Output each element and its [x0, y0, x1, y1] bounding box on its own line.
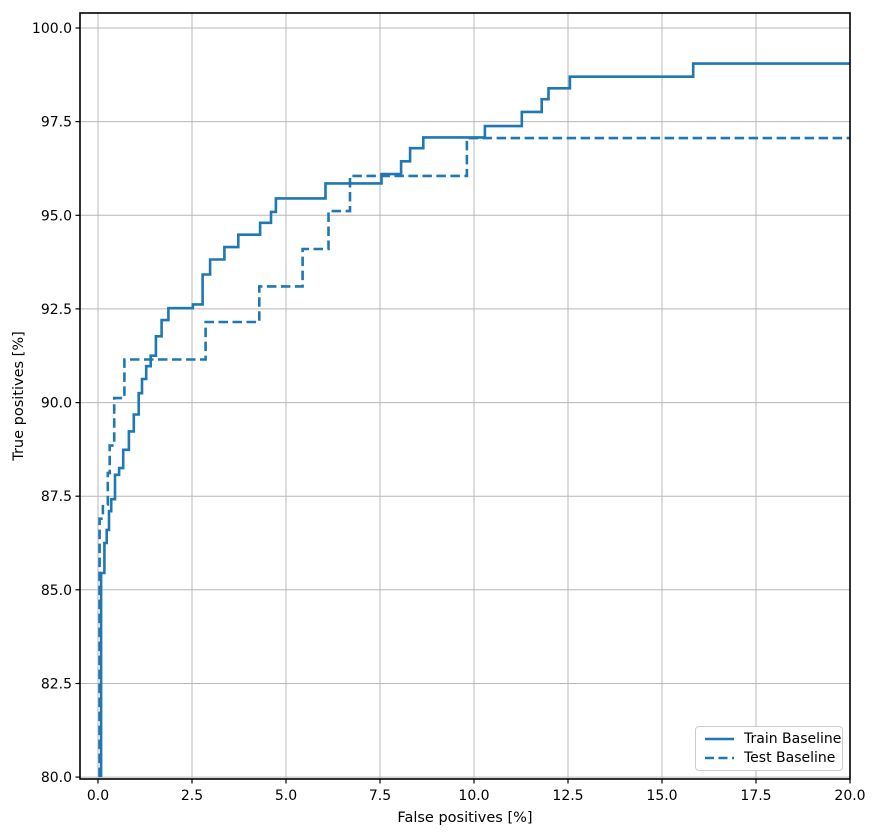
y-tick-label: 92.5: [41, 302, 72, 318]
legend: Train Baseline Test Baseline: [695, 726, 843, 771]
y-tick-label: 100.0: [32, 21, 72, 37]
test-baseline-curve: [98, 136, 850, 778]
x-tick-label: 17.5: [740, 788, 771, 804]
y-tick-label: 97.5: [41, 115, 72, 131]
legend-item-test: Test Baseline: [704, 749, 836, 767]
x-tick-label: 15.0: [646, 788, 677, 804]
y-tick-label: 90.0: [41, 396, 72, 412]
y-tick-label: 80.0: [41, 770, 72, 786]
y-tick-label: 95.0: [41, 208, 72, 224]
x-tick-label: 7.5: [369, 788, 391, 804]
legend-label-test: Test Baseline: [744, 750, 836, 766]
y-tick-label: 85.0: [41, 583, 72, 599]
legend-label-train: Train Baseline: [744, 731, 842, 747]
axes-spines: [79, 12, 851, 780]
y-axis-label: True positives [%]: [11, 331, 27, 461]
legend-item-train: Train Baseline: [704, 730, 841, 748]
x-tick-label: 10.0: [458, 788, 489, 804]
x-tick-label: 20.0: [834, 788, 865, 804]
x-tick-label: 5.0: [275, 788, 297, 804]
y-tick-label: 87.5: [41, 489, 72, 505]
x-tick-label: 12.5: [552, 788, 583, 804]
y-tick-label: 82.5: [41, 677, 72, 693]
x-tick-label: 2.5: [181, 788, 203, 804]
x-tick-label: 0.0: [87, 788, 109, 804]
dashed-line-sample-icon: [705, 756, 734, 760]
x-axis-label: False positives [%]: [397, 810, 533, 826]
solid-line-sample-icon: [705, 737, 734, 741]
train-baseline-curve: [99, 62, 850, 778]
